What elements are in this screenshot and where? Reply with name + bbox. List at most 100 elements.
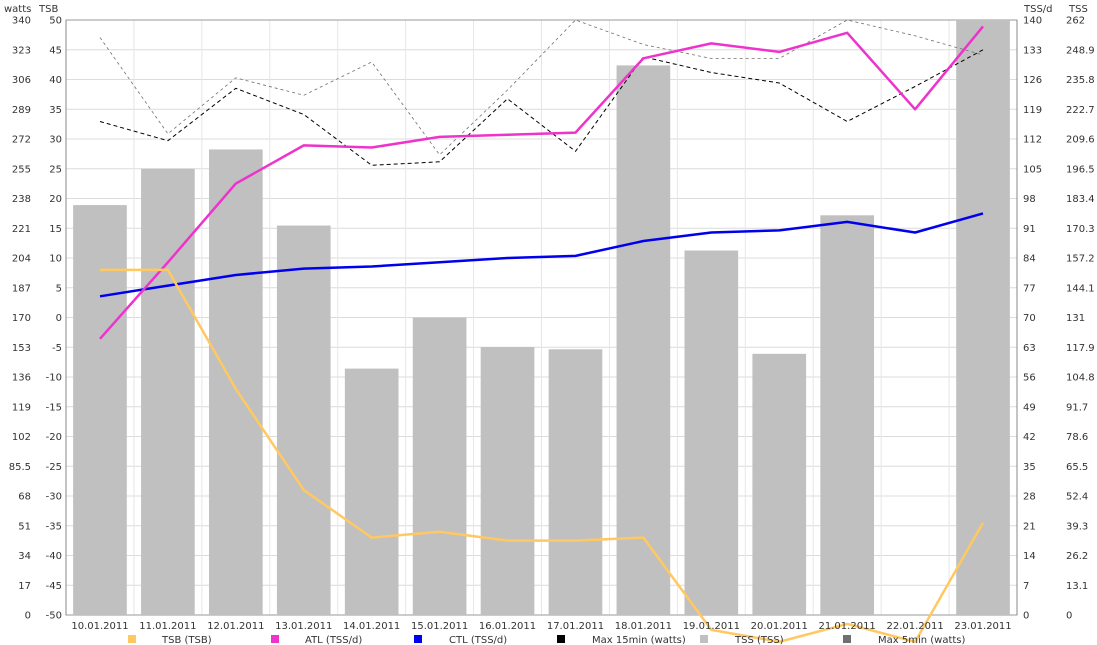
category-label: 18.01.2011	[615, 621, 672, 632]
legend-swatch-atl-tss-d	[271, 635, 279, 643]
tick-label-tsb: 40	[49, 75, 62, 86]
tick-label-tsb: -30	[46, 492, 62, 503]
tick-label-tssd: 98	[1023, 194, 1036, 205]
tick-label-tss: 39.3	[1066, 521, 1088, 532]
bars-tss	[73, 20, 1010, 615]
axis-title-tssd: TSS/d	[1023, 4, 1053, 15]
bar-tss	[752, 353, 807, 615]
tick-label-tss: 209.6	[1066, 135, 1095, 146]
tick-label-tsb: 0	[56, 313, 62, 324]
tick-label-watts: 221	[12, 224, 31, 235]
tick-label-tssd: 42	[1023, 432, 1036, 443]
category-label: 22.01.2011	[886, 621, 943, 632]
tick-label-tsb: -15	[46, 402, 62, 413]
tick-label-watts: 238	[12, 194, 31, 205]
tick-label-tssd: 49	[1023, 402, 1036, 413]
category-label: 14.01.2011	[343, 621, 400, 632]
legend-swatch-tss-tss	[700, 635, 708, 643]
tick-label-tsb: -5	[52, 343, 62, 354]
bar-tss	[73, 205, 127, 615]
tick-label-tsb: -35	[46, 521, 62, 532]
tick-label-tss: 157.2	[1066, 254, 1095, 265]
tick-label-tss: 222.7	[1066, 105, 1095, 116]
tick-label-tssd: 21	[1023, 521, 1036, 532]
tick-label-tsb: -10	[46, 373, 62, 384]
legend-swatch-tsb-tsb	[128, 635, 136, 643]
tick-label-tsb: 35	[49, 105, 62, 116]
legend-label-tss-tss: TSS (TSS)	[734, 635, 784, 645]
tick-label-watts: 323	[12, 45, 31, 56]
tick-label-watts: 85.5	[9, 462, 31, 473]
tick-label-tss: 144.1	[1066, 283, 1095, 294]
tick-label-tssd: 0	[1023, 611, 1029, 622]
category-label: 21.01.2011	[819, 621, 876, 632]
bar-tss	[141, 168, 195, 615]
category-label: 19.01.2011	[683, 621, 740, 632]
tick-label-watts: 34	[18, 551, 31, 562]
tick-label-watts: 51	[18, 521, 31, 532]
tick-label-tssd: 140	[1023, 16, 1042, 27]
tick-label-watts: 272	[12, 135, 31, 146]
legend-label-atl-tss-d: ATL (TSS/d)	[305, 635, 362, 645]
category-label: 16.01.2011	[479, 621, 536, 632]
tick-label-watts: 170	[12, 313, 31, 324]
tick-label-tss: 183.4	[1066, 194, 1095, 205]
category-label: 12.01.2011	[207, 621, 264, 632]
bar-tss	[820, 215, 875, 615]
tick-label-watts: 17	[18, 581, 31, 592]
tick-label-tss: 248.9	[1066, 45, 1095, 56]
series-line-atl-tss-d	[99, 25, 984, 340]
tick-label-tssd: 77	[1023, 283, 1036, 294]
tick-label-tsb: 10	[49, 254, 62, 265]
legend-swatch-ctl-tss-d	[414, 635, 422, 643]
bar-tss	[412, 317, 467, 615]
category-label: 15.01.2011	[411, 621, 468, 632]
tick-label-tsb: 45	[49, 45, 62, 56]
tick-label-tssd: 7	[1023, 581, 1029, 592]
tick-label-tss: 65.5	[1066, 462, 1088, 473]
tick-label-tsb: -45	[46, 581, 62, 592]
tick-label-tsb: 5	[56, 283, 62, 294]
tick-label-tssd: 56	[1023, 373, 1036, 384]
tick-label-watts: 289	[12, 105, 31, 116]
tick-label-watts: 119	[12, 402, 31, 413]
tick-label-tssd: 126	[1023, 75, 1042, 86]
bar-tss	[344, 368, 399, 615]
tick-label-tss: 235.8	[1066, 75, 1095, 86]
axes: watts01734516885.51021191361531701872042…	[4, 4, 1095, 632]
tick-label-tss: 131	[1066, 313, 1085, 324]
tick-label-tssd: 63	[1023, 343, 1036, 354]
tick-label-tssd: 133	[1023, 45, 1042, 56]
tick-label-watts: 68	[18, 492, 31, 503]
lines	[99, 19, 985, 644]
bar-tss	[616, 65, 671, 615]
tick-label-tsb: 15	[49, 224, 62, 235]
tick-label-tsb: -40	[46, 551, 62, 562]
category-label: 10.01.2011	[71, 621, 128, 632]
tick-label-tsb: -25	[46, 462, 62, 473]
tick-label-tssd: 119	[1023, 105, 1042, 116]
tick-label-watts: 255	[12, 164, 31, 175]
legend-label-max-15min-watts: Max 15min (watts)	[592, 635, 686, 645]
axis-title-tsb: TSB	[38, 4, 58, 15]
tick-label-watts: 340	[12, 16, 31, 27]
tick-label-tssd: 91	[1023, 224, 1036, 235]
tick-label-tsb: 50	[49, 16, 62, 27]
tick-label-tss: 78.6	[1066, 432, 1088, 443]
bar-tss	[956, 20, 1010, 615]
axis-title-watts: watts	[4, 4, 31, 15]
tick-label-tss: 91.7	[1066, 402, 1088, 413]
tick-label-watts: 102	[12, 432, 31, 443]
bar-tss	[276, 225, 331, 615]
legend-swatch-max-15min-watts	[557, 635, 565, 643]
tick-label-watts: 306	[12, 75, 31, 86]
series-line-max-15min-watts	[99, 49, 984, 166]
tick-label-tsb: 25	[49, 164, 62, 175]
series-line-tsb-tsb	[100, 268, 985, 644]
tick-label-tss: 262	[1066, 16, 1085, 27]
tick-label-tssd: 70	[1023, 313, 1036, 324]
tick-label-tssd: 84	[1023, 254, 1036, 265]
category-label: 23.01.2011	[954, 621, 1011, 632]
category-label: 17.01.2011	[547, 621, 604, 632]
bar-tss	[208, 149, 263, 615]
